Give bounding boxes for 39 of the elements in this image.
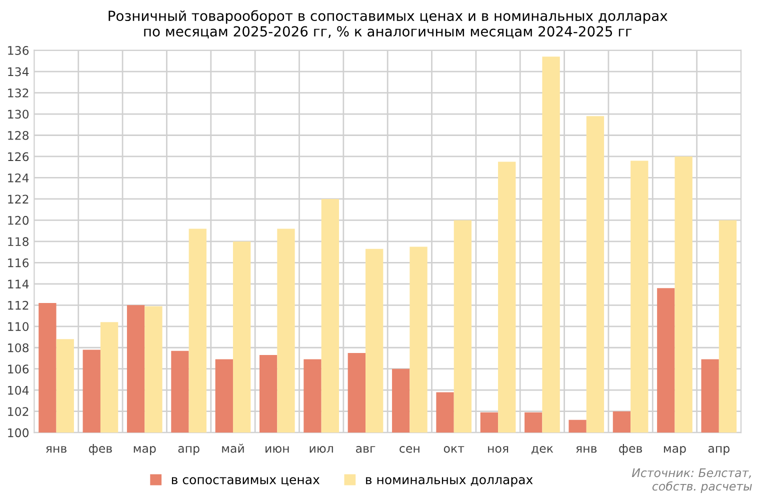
y-tick-label: 108: [8, 343, 29, 352]
x-tick-label: янв: [576, 446, 597, 453]
y-tick-label: 102: [8, 407, 28, 416]
y-tick-label: 106: [8, 364, 29, 374]
y-tick-label: 116: [8, 258, 29, 268]
y-tick-label: 122: [8, 194, 28, 204]
x-tick-label: авг: [356, 446, 376, 453]
x-tick-label: май: [222, 444, 244, 453]
y-tick-label: 130: [8, 110, 29, 119]
text: Источник: Белстат, собств. расчеты: [632, 468, 752, 493]
y-tick-label: 104: [8, 386, 29, 395]
x-tick-label: ноя: [488, 446, 508, 453]
x-tick-label: апр: [708, 446, 730, 456]
y-tick-label: 132: [8, 88, 28, 98]
y-tick-label: 114: [8, 280, 29, 288]
y-tick-label: 128: [8, 130, 29, 140]
x-tick-label: дек: [532, 446, 554, 454]
y-tick-label: 120: [8, 216, 29, 225]
legend-label: в номинальных долларах: [366, 477, 533, 487]
chart-title: Розничный товарооборот в сопоставимых ценах и в номинальных долларах по месяцам 2025-2026 гг, % к аналогичным месяцам 2024-2025 гг: [108, 10, 668, 38]
y-tick-label: 136: [8, 46, 29, 55]
x-tick-label: мар: [134, 446, 156, 456]
y-tick-label: 112: [8, 300, 28, 310]
y-tick-label: 118: [8, 237, 29, 246]
x-tick-label: сен: [400, 446, 420, 453]
x-tick-label: фев: [88, 444, 112, 456]
y-tick-label: 134: [8, 67, 29, 76]
x-tick-label: мар: [664, 446, 686, 456]
x-tick-label: окт: [444, 446, 464, 453]
x-tick-label: фев: [619, 444, 642, 456]
y-tick-label: 110: [8, 322, 29, 332]
y-tick-label: 126: [8, 152, 29, 162]
y-tick-label: 100: [8, 428, 29, 438]
x-tick-label: июл: [310, 446, 333, 453]
legend-label: в сопоставимых ценах: [172, 477, 320, 486]
x-tick-label: янв: [46, 446, 66, 453]
y-tick-label: 124: [8, 173, 29, 182]
x-tick-label: апр: [178, 446, 200, 456]
x-tick-label: июн: [266, 446, 289, 453]
